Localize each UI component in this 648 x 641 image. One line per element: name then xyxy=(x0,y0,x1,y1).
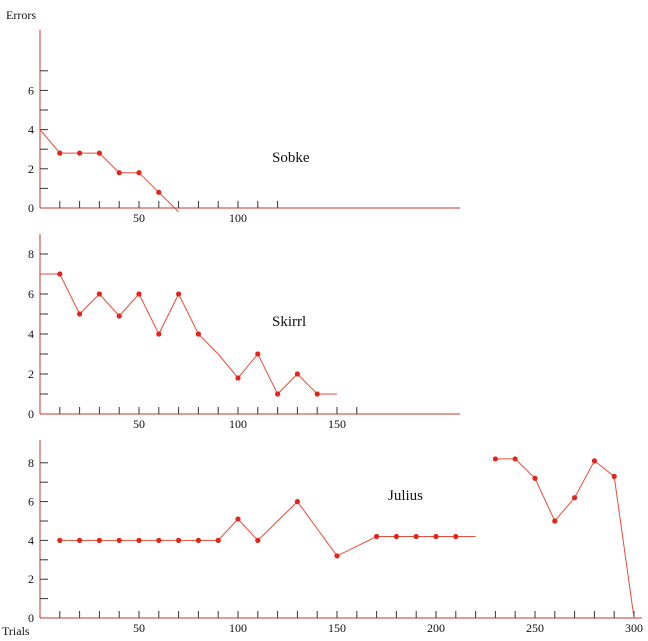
panel-1-series-1-line xyxy=(39,129,179,213)
panel-2-data-point xyxy=(255,351,261,357)
panel-3-data-point xyxy=(57,537,63,544)
panel-2-y-tick-label: 4 xyxy=(28,327,34,341)
panel-3-x-tick-label: 50 xyxy=(133,621,145,635)
panel-3-title: Julius xyxy=(388,488,423,504)
panel-3-x-tick-label: 100 xyxy=(229,621,247,635)
panel-3-data-point xyxy=(116,537,122,544)
panel-2-data-point xyxy=(294,371,300,377)
panel-3-data-point xyxy=(591,458,598,464)
panel-2-x-tick-label: 50 xyxy=(133,417,145,431)
panel-2-data-point xyxy=(77,311,83,317)
panel-2-data-point xyxy=(116,313,122,319)
panel-2-data-point xyxy=(275,391,281,397)
panel-2-data-point xyxy=(156,331,162,337)
panel-2-y-tick-label: 8 xyxy=(28,247,34,261)
panel-3-data-point xyxy=(552,518,558,524)
panel-1-y-tick-label: 6 xyxy=(28,83,34,97)
panel-3-data-point xyxy=(611,473,617,479)
panel-1-y-tick-label: 4 xyxy=(28,123,34,137)
panel-2-x-tick-label: 100 xyxy=(229,417,247,431)
panel-3-data-point xyxy=(96,537,102,544)
panel-3-y-tick-label: 6 xyxy=(28,495,34,509)
panel-1-data-point xyxy=(77,150,83,156)
panel-1-data-point xyxy=(156,189,162,195)
panel-3-x-tick-label: 150 xyxy=(328,621,346,635)
panel-2-y-tick-label: 0 xyxy=(28,407,34,421)
panel-1-data-point xyxy=(96,150,102,156)
panel-1-data-point xyxy=(57,150,63,156)
panel-2-data-point xyxy=(57,271,63,277)
panel-3-data-point xyxy=(374,533,380,540)
panel-3-data-point xyxy=(215,537,221,544)
panel-1-y-axis-label: Errors xyxy=(6,8,36,22)
panel-1-data-point xyxy=(116,170,122,176)
panel-3-data-point xyxy=(572,495,578,501)
panel-3-data-point xyxy=(413,533,419,540)
panel-3-data-point xyxy=(255,537,261,544)
panel-1-y-tick-label: 2 xyxy=(28,162,34,176)
panel-3-y-tick-label: 4 xyxy=(28,533,34,547)
panel-2-x-tick-label: 150 xyxy=(328,417,346,431)
panel-3-data-point xyxy=(453,533,459,540)
panel-3-data-point xyxy=(136,537,142,544)
panel-1-x-tick-label: 50 xyxy=(133,211,145,225)
panel-3-data-point xyxy=(532,475,538,481)
panel-2-data-point xyxy=(314,391,320,397)
panel-3-data-point xyxy=(393,533,399,540)
panel-3-x-tick-label: 250 xyxy=(526,621,544,635)
panel-2-data-point xyxy=(195,331,201,337)
panel-2-y-tick-label: 6 xyxy=(28,287,34,301)
panel-2-data-point xyxy=(176,291,182,297)
panel-2-y-tick-label: 2 xyxy=(28,367,34,381)
panel-3-series-2-line xyxy=(495,458,635,619)
panel-3-data-point xyxy=(77,537,83,544)
panel-1-y-tick-label: 0 xyxy=(28,201,34,215)
panel-2-data-point xyxy=(136,291,142,297)
panel-1-title: Sobke xyxy=(272,150,310,166)
panel-3-data-point xyxy=(294,499,300,505)
panel-1-data-point xyxy=(136,170,142,176)
panel-3-y-tick-label: 2 xyxy=(28,572,34,586)
panel-2-title: Skirrl xyxy=(272,314,306,330)
panel-3-data-point xyxy=(433,533,439,540)
panel-3-data-point xyxy=(512,456,518,462)
panel-2-data-point xyxy=(235,375,241,381)
panel-3-x-axis-label: Trials xyxy=(2,624,30,638)
panel-3-data-point xyxy=(156,537,162,544)
panel-3-data-point xyxy=(492,456,498,462)
panel-3-y-tick-label: 8 xyxy=(28,456,34,470)
panel-3-data-point xyxy=(176,537,182,544)
panel-3-data-point xyxy=(195,537,201,544)
panel-1-x-tick-label: 100 xyxy=(229,211,247,225)
panel-3-data-point xyxy=(235,516,241,522)
panel-3-series-1-line xyxy=(59,500,476,557)
panel-2-data-point xyxy=(96,291,102,297)
panel-3-y-tick-label: 0 xyxy=(28,611,34,625)
panel-3-x-tick-label: 300 xyxy=(625,621,643,635)
panel-3-data-point xyxy=(334,553,340,559)
panel-2-series-1-line xyxy=(40,273,337,395)
panel-3-x-tick-label: 200 xyxy=(427,621,445,635)
